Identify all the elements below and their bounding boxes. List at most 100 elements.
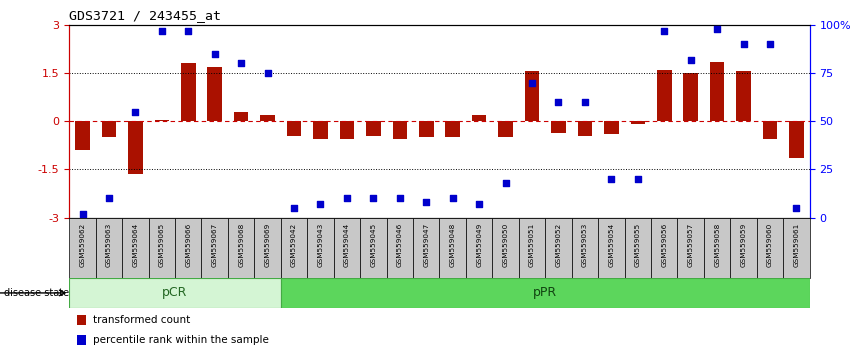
Point — [631, 176, 645, 182]
Text: GSM559066: GSM559066 — [185, 223, 191, 267]
Bar — [630, 121, 645, 125]
Point — [552, 99, 565, 105]
Point — [657, 28, 671, 33]
Text: GDS3721 / 243455_at: GDS3721 / 243455_at — [69, 9, 222, 22]
Bar — [101, 121, 116, 137]
Bar — [710, 62, 725, 121]
Text: GSM559046: GSM559046 — [397, 223, 403, 267]
Point — [499, 180, 513, 186]
Bar — [472, 115, 487, 121]
Point — [604, 176, 618, 182]
Bar — [202, 218, 228, 278]
Text: GSM559063: GSM559063 — [106, 223, 112, 267]
Text: GSM559054: GSM559054 — [609, 223, 614, 267]
Bar — [683, 73, 698, 121]
Text: GSM559056: GSM559056 — [662, 223, 668, 267]
Point — [75, 211, 89, 217]
Bar — [466, 218, 493, 278]
Bar — [498, 121, 513, 137]
Bar — [552, 121, 565, 133]
Bar — [519, 218, 546, 278]
Bar — [360, 218, 386, 278]
Text: GSM559067: GSM559067 — [211, 223, 217, 267]
Bar — [657, 70, 671, 121]
Bar — [366, 121, 381, 136]
Text: GSM559059: GSM559059 — [740, 223, 746, 267]
Point — [128, 109, 142, 114]
Text: disease state: disease state — [4, 288, 69, 298]
Bar — [96, 218, 122, 278]
Text: GSM559053: GSM559053 — [582, 223, 588, 267]
Bar — [77, 335, 86, 345]
Bar — [234, 112, 249, 121]
Point — [288, 205, 301, 211]
Bar — [624, 218, 651, 278]
Point — [790, 205, 804, 211]
Text: GSM559064: GSM559064 — [132, 223, 139, 267]
Bar — [149, 218, 175, 278]
Bar — [730, 218, 757, 278]
Bar — [439, 218, 466, 278]
Bar — [413, 218, 439, 278]
Point — [472, 201, 486, 207]
Text: pCR: pCR — [162, 286, 188, 299]
Point — [313, 201, 327, 207]
Text: transformed count: transformed count — [93, 315, 191, 325]
Text: GSM559069: GSM559069 — [265, 223, 270, 267]
Text: GSM559050: GSM559050 — [502, 223, 508, 267]
Text: GSM559057: GSM559057 — [688, 223, 694, 267]
Bar — [578, 121, 592, 136]
Bar — [763, 121, 778, 139]
Text: GSM559060: GSM559060 — [767, 223, 773, 267]
Bar — [525, 72, 540, 121]
Bar — [281, 218, 307, 278]
Text: GSM559043: GSM559043 — [318, 223, 324, 267]
Point — [737, 41, 751, 47]
Text: percentile rank within the sample: percentile rank within the sample — [93, 335, 268, 345]
Bar — [757, 218, 783, 278]
Bar — [392, 121, 407, 139]
Text: pPR: pPR — [533, 286, 558, 299]
Point — [578, 99, 591, 105]
Bar — [333, 218, 360, 278]
Bar — [75, 121, 90, 150]
Bar — [339, 121, 354, 139]
Point — [763, 41, 777, 47]
Bar — [789, 121, 804, 158]
Bar — [128, 121, 143, 174]
Text: GSM559048: GSM559048 — [449, 223, 456, 267]
Bar — [281, 278, 810, 308]
Point — [393, 195, 407, 201]
Text: GSM559051: GSM559051 — [529, 223, 535, 267]
Bar — [572, 218, 598, 278]
Bar — [419, 121, 434, 137]
Bar — [493, 218, 519, 278]
Point — [208, 51, 222, 57]
Bar — [69, 218, 96, 278]
Text: GSM559065: GSM559065 — [158, 223, 165, 267]
Bar — [255, 218, 281, 278]
Bar — [386, 218, 413, 278]
Point — [155, 28, 169, 33]
Bar — [228, 218, 255, 278]
Bar — [651, 218, 677, 278]
Bar — [736, 72, 751, 121]
Text: GSM559058: GSM559058 — [714, 223, 721, 267]
Point — [234, 61, 248, 66]
Point — [366, 195, 380, 201]
Bar — [122, 218, 149, 278]
Text: GSM559042: GSM559042 — [291, 223, 297, 267]
Bar — [154, 120, 169, 121]
Bar — [604, 121, 618, 134]
Text: GSM559061: GSM559061 — [793, 223, 799, 267]
Text: GSM559047: GSM559047 — [423, 223, 430, 267]
Bar — [181, 63, 196, 121]
Text: GSM559068: GSM559068 — [238, 223, 244, 267]
Bar — [261, 115, 275, 121]
Bar — [287, 121, 301, 136]
Text: GSM559052: GSM559052 — [555, 223, 561, 267]
Bar — [445, 121, 460, 137]
Bar — [175, 218, 202, 278]
Point — [181, 28, 195, 33]
Text: GSM559062: GSM559062 — [80, 223, 86, 267]
